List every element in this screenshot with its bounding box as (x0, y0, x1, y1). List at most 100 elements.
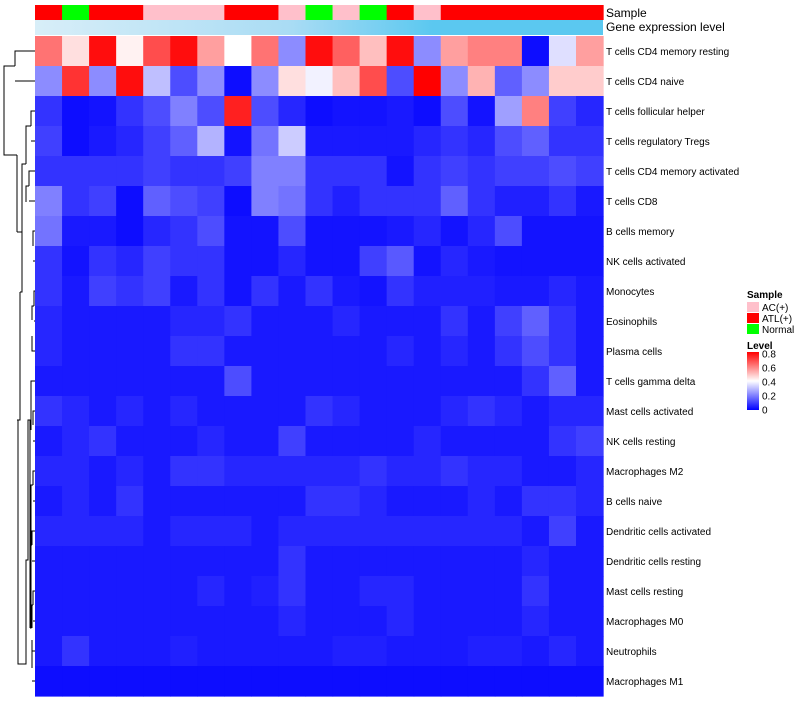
heatmap-cell (224, 456, 252, 487)
heatmap-cell (116, 336, 144, 367)
sample-annotation-cell (278, 5, 307, 20)
heatmap-cell (359, 306, 388, 337)
heatmap-cell (332, 366, 361, 397)
heatmap-cell (170, 306, 198, 337)
heatmap-cell (251, 66, 280, 97)
heatmap-cell (386, 336, 415, 367)
heatmap-cell (386, 66, 415, 97)
heatmap-cell (494, 636, 523, 667)
heatmap-cell (440, 516, 469, 547)
heatmap-cell (89, 606, 117, 637)
row-label: Dendritic cells resting (606, 557, 701, 568)
heatmap-cell (359, 126, 388, 157)
heatmap-cell (576, 546, 604, 577)
heatmap-cell (576, 636, 604, 667)
heatmap-cell (413, 606, 442, 637)
heatmap-cell (224, 666, 252, 697)
heatmap-cell (576, 666, 604, 697)
heatmap-cell (359, 216, 388, 247)
heatmap-cell (170, 36, 198, 67)
dendrogram-branch (30, 470, 35, 562)
heatmap-cell (521, 636, 550, 667)
heatmap-cell (35, 456, 63, 487)
sample-annotation-cell (89, 5, 117, 20)
heatmap-cell (62, 426, 90, 457)
heatmap-cell (35, 36, 63, 67)
heatmap-cell (116, 636, 144, 667)
row-labels: T cells CD4 memory resting T cells CD4 na… (606, 47, 739, 688)
heatmap-cell (494, 306, 523, 337)
heatmap-cell (143, 36, 171, 67)
legend-swatch (747, 302, 759, 312)
heatmap-cell (576, 246, 604, 277)
heatmap-cell (467, 456, 496, 487)
heatmap-cell (62, 216, 90, 247)
heatmap-cell (494, 486, 523, 517)
heatmap-cell (332, 186, 361, 217)
heatmap-cell (197, 66, 225, 97)
heatmap-cell (89, 186, 117, 217)
heatmap-cell (170, 666, 198, 697)
heatmap-cell (197, 126, 225, 157)
row-label: Macrophages M2 (606, 467, 684, 478)
heatmap-cell (332, 306, 361, 337)
heatmap-cell (224, 126, 252, 157)
heatmap-cell (143, 636, 171, 667)
heatmap-cell (170, 216, 198, 247)
heatmap-cell (143, 186, 171, 217)
dendrogram-branch (30, 110, 35, 142)
heatmap-cell (440, 96, 469, 127)
heatmap-cell (494, 516, 523, 547)
heatmap-cell (359, 426, 388, 457)
heatmap-cell (170, 636, 198, 667)
heatmap-cell (576, 426, 604, 457)
heatmap-cell (332, 486, 361, 517)
heatmap-cell (170, 516, 198, 547)
heatmap-cell (440, 636, 469, 667)
heatmap-cell (332, 426, 361, 457)
heatmap-cell (197, 246, 225, 277)
row-label: Macrophages M0 (606, 617, 684, 628)
heatmap-cell (197, 396, 225, 427)
legend-level-tick: 0.2 (762, 392, 776, 403)
heatmap-cell (143, 516, 171, 547)
heatmap-cell (386, 246, 415, 277)
heatmap-cell (440, 186, 469, 217)
heatmap-cell (386, 96, 415, 127)
heatmap-cell (89, 96, 117, 127)
heatmap-cell (62, 606, 90, 637)
heatmap-cell (278, 216, 307, 247)
row-label: Dendritic cells activated (606, 527, 711, 538)
heatmap-cell (576, 486, 604, 517)
heatmap-cell (89, 396, 117, 427)
heatmap-cell (413, 186, 442, 217)
heatmap-cell (386, 426, 415, 457)
heatmap-cell (386, 636, 415, 667)
heatmap-cell (143, 66, 171, 97)
sample-annotation-cell (143, 5, 171, 20)
sample-annotation-cell (332, 5, 361, 20)
heatmap-cell (278, 666, 307, 697)
heatmap-cell (305, 666, 334, 697)
heatmap-cell (440, 156, 469, 187)
heatmap-cell (413, 546, 442, 577)
legend-level-tick: 0.4 (762, 378, 776, 389)
heatmap-cell (197, 426, 225, 457)
heatmap-cell (521, 546, 550, 577)
heatmap-cell (467, 66, 496, 97)
heatmap-cell (576, 36, 604, 67)
heatmap-cell (224, 396, 252, 427)
heatmap-cell (197, 186, 225, 217)
heatmap-cell (332, 96, 361, 127)
heatmap-cell (386, 396, 415, 427)
heatmap-cell (62, 666, 90, 697)
heatmap-cell (35, 486, 63, 517)
heatmap-cell (521, 426, 550, 457)
heatmap-cell (116, 396, 144, 427)
heatmap-cell (143, 126, 171, 157)
heatmap-cell (359, 96, 388, 127)
heatmap-cell (386, 306, 415, 337)
heatmap-cell (467, 246, 496, 277)
heatmap-cell (251, 546, 280, 577)
heatmap-cell (576, 186, 604, 217)
